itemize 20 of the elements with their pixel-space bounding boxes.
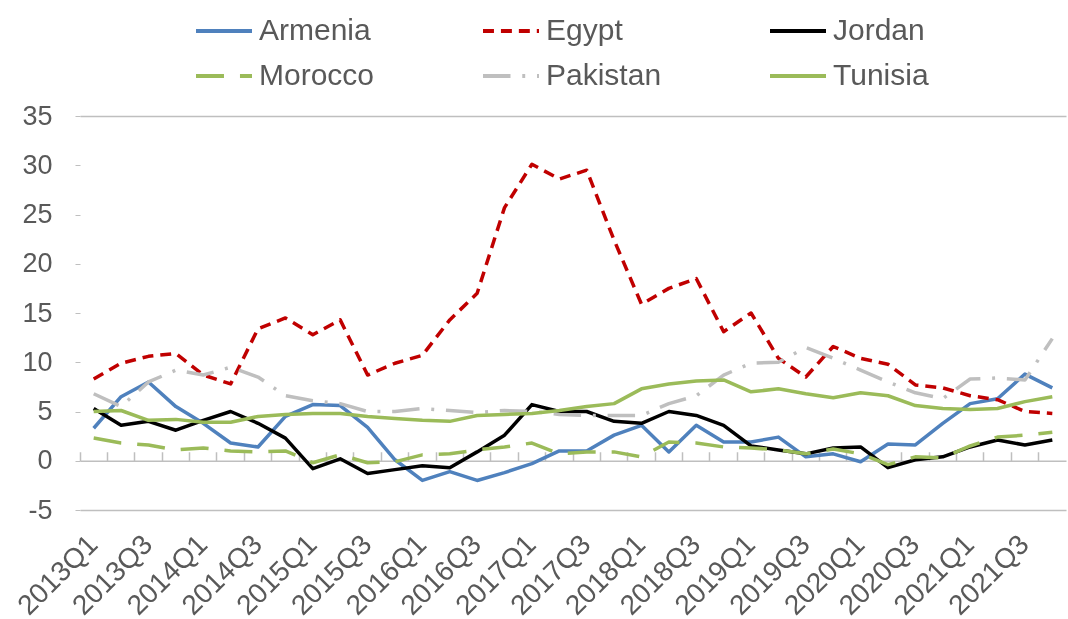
y-tick-label: -5 [28, 494, 53, 525]
y-tick-label: 30 [22, 149, 53, 180]
line-series [91, 162, 1055, 416]
line-series [91, 430, 1055, 467]
y-tick-label: 25 [22, 199, 53, 229]
line-series [91, 336, 1055, 418]
line-series [91, 378, 1055, 425]
y-tick-label: 5 [37, 396, 53, 426]
y-tick-label: 20 [22, 248, 53, 279]
legend-label: Tunisia [833, 58, 929, 91]
y-tick-label: 0 [37, 445, 53, 476]
legend-label: Armenia [259, 13, 372, 46]
y-tick-label: 35 [22, 100, 53, 131]
y-tick-label: 15 [22, 297, 53, 328]
legend-label: Pakistan [546, 58, 662, 91]
line-series [91, 372, 1055, 483]
legend-label: Egypt [546, 13, 624, 46]
legend-label: Morocco [259, 58, 375, 91]
legend-label: Jordan [833, 13, 925, 46]
y-tick-label: 10 [22, 346, 53, 377]
